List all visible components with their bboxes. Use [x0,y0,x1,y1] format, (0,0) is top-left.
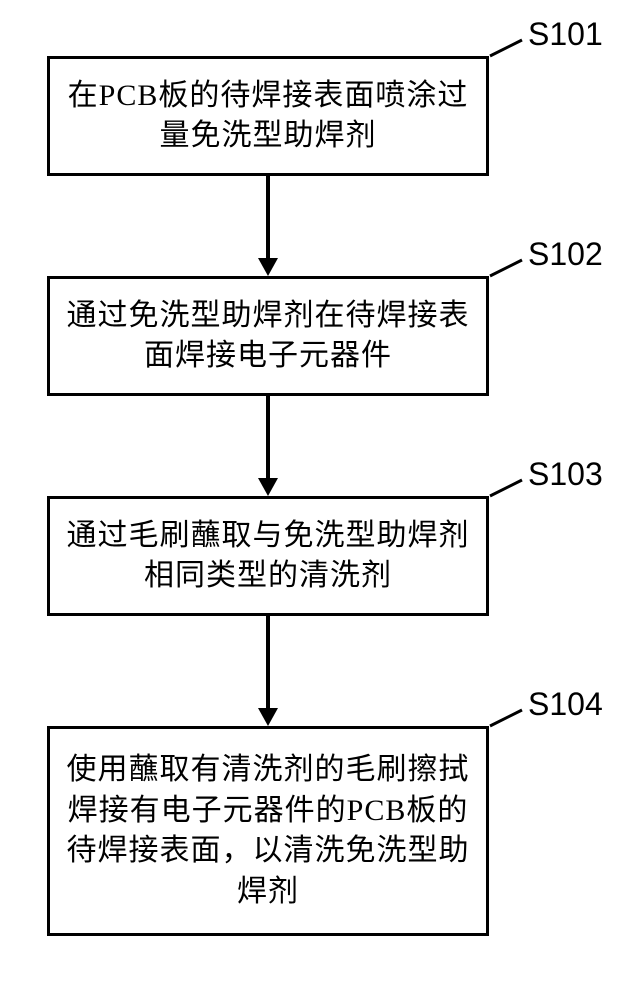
step-box-s101: 在PCB板的待焊接表面喷涂过量免洗型助焊剂 [47,56,489,176]
step-text-s101: 在PCB板的待焊接表面喷涂过量免洗型助焊剂 [60,76,476,157]
step-label-s104: S104 [528,686,603,723]
step-label-s101: S101 [528,16,603,53]
arrow-head-s103-s104 [258,708,278,726]
arrow-head-s102-s103 [258,478,278,496]
connector-s101-s102 [266,176,270,258]
connector-s102-s103 [266,396,270,478]
step-text-s104: 使用蘸取有清洗剂的毛刷擦拭焊接有电子元器件的PCB板的待焊接表面，以清洗免洗型助… [60,750,476,912]
step-box-s104: 使用蘸取有清洗剂的毛刷擦拭焊接有电子元器件的PCB板的待焊接表面，以清洗免洗型助… [47,726,489,936]
connector-s103-s104 [266,616,270,708]
step-text-s102: 通过免洗型助焊剂在待焊接表面焊接电子元器件 [60,296,476,377]
step-box-s103: 通过毛刷蘸取与免洗型助焊剂相同类型的清洗剂 [47,496,489,616]
step-label-s103: S103 [528,456,603,493]
arrow-head-s101-s102 [258,258,278,276]
step-text-s103: 通过毛刷蘸取与免洗型助焊剂相同类型的清洗剂 [60,516,476,597]
flowchart-canvas: 在PCB板的待焊接表面喷涂过量免洗型助焊剂 S101 通过免洗型助焊剂在待焊接表… [0,0,629,1000]
step-box-s102: 通过免洗型助焊剂在待焊接表面焊接电子元器件 [47,276,489,396]
step-label-s102: S102 [528,236,603,273]
